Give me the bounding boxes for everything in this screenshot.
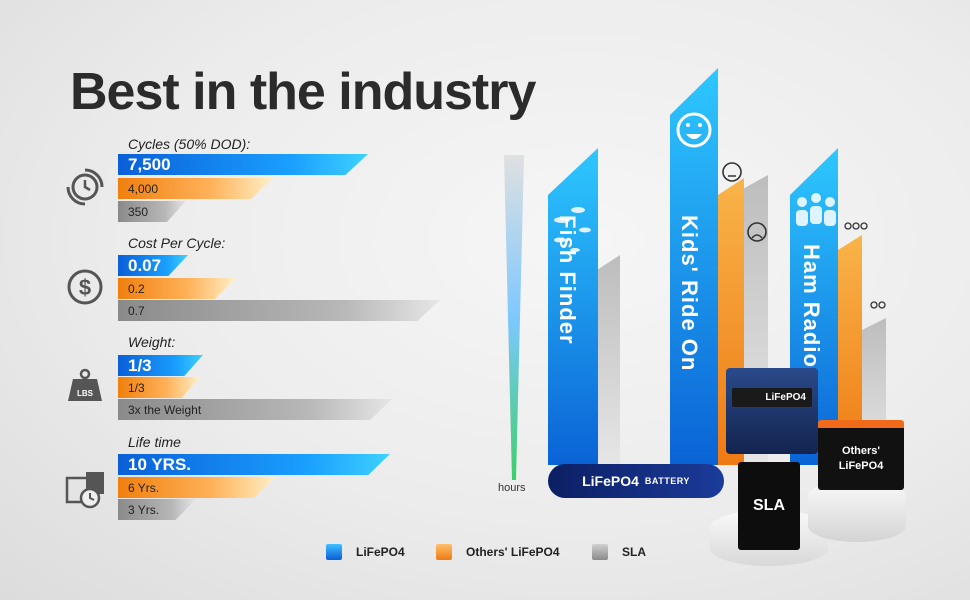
lifepo4-battery-product: LiFePO4 [726, 368, 818, 454]
legend-swatch-gray [592, 544, 608, 560]
smile-icon [676, 112, 712, 148]
page-title: Best in the industry [70, 63, 536, 121]
lifepo4-product-label: LiFePO4 [732, 388, 812, 407]
legend-others: Others' LiFePO4 [436, 544, 560, 560]
bar-life-lifepo4: 10 YRS. [118, 454, 390, 475]
hours-axis-label: hours [498, 482, 526, 494]
legend-swatch-blue [326, 544, 342, 560]
bar-cycles-sla: 350 [118, 201, 186, 222]
pedestal-right [808, 480, 906, 542]
bar-fish-sla [597, 255, 620, 465]
people-group-icon [796, 193, 836, 226]
svg-text:$: $ [79, 275, 91, 300]
people-small-icon [844, 222, 886, 309]
bar-weight-sla: 3x the Weight [118, 399, 392, 420]
bar-cycles-others: 4,000 [118, 178, 273, 199]
sad-face-icon [747, 222, 767, 242]
category-ham-radio: Ham Radio [799, 244, 824, 368]
bar-cost-sla: 0.7 [118, 300, 440, 321]
bar-life-sla: 3 Yrs. [118, 499, 196, 520]
metric-label-cost: Cost Per Cycle: [128, 235, 226, 251]
legend-label: Others' LiFePO4 [466, 545, 560, 559]
bar-cycles-lifepo4: 7,500 [118, 154, 368, 175]
banner-sub: BATTERY [644, 476, 690, 486]
bar-ham-others [838, 235, 862, 465]
legend-label: LiFePO4 [356, 545, 405, 559]
bar-weight-lifepo4: 1/3 [118, 355, 203, 376]
legend-label: SLA [622, 545, 646, 559]
legend-lifepo4: LiFePO4 [326, 544, 405, 560]
svg-text:LBS: LBS [77, 389, 94, 398]
bar-kids-lifepo4 [670, 68, 718, 465]
lifepo4-battery-banner: LiFePO4 BATTERY [548, 464, 724, 498]
legend-sla: SLA [592, 544, 646, 560]
dollar-icon: $ [67, 269, 103, 305]
hours-axis [504, 155, 524, 480]
bar-life-others: 6 Yrs. [118, 477, 276, 498]
category-fish-finder: Fish Finder [555, 215, 580, 345]
metric-label-cycles: Cycles (50% DOD): [128, 136, 251, 152]
others-product: Others' LiFePO4 [818, 420, 904, 490]
metric-label-life: Life time [128, 434, 181, 450]
banner-main: LiFePO4 [582, 473, 639, 489]
calendar-clock-icon [65, 472, 104, 509]
fish-icon [554, 207, 591, 252]
bar-cost-others: 0.2 [118, 278, 236, 299]
sla-product: SLA [738, 462, 800, 550]
legend-swatch-orange [436, 544, 452, 560]
bar-cost-lifepo4: 0.07 [118, 255, 188, 276]
cycle-icon [66, 168, 104, 206]
metric-label-weight: Weight: [128, 334, 176, 350]
bar-weight-others: 1/3 [118, 377, 200, 398]
category-kids-ride-on: Kids' Ride On [677, 215, 702, 372]
weight-icon: LBS [68, 368, 102, 401]
bar-fish-lifepo4 [548, 148, 598, 465]
meh-face-icon [722, 162, 742, 182]
